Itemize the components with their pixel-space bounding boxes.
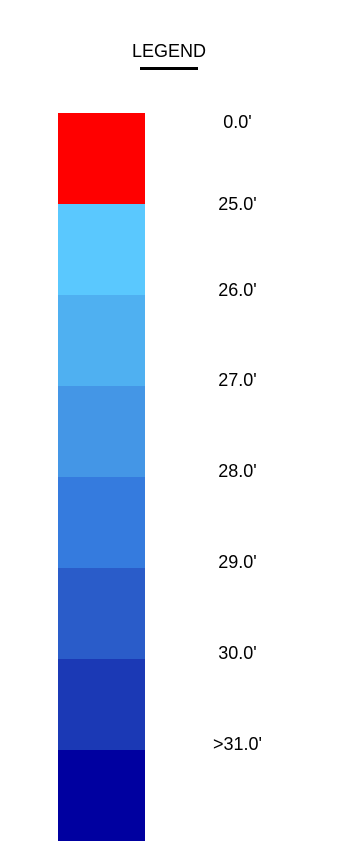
legend-swatch-31plus xyxy=(58,750,145,841)
legend-swatch-25 xyxy=(58,204,145,295)
legend-swatch-27 xyxy=(58,386,145,477)
legend-swatch-29 xyxy=(58,568,145,659)
legend-label-25: 25.0' xyxy=(218,194,257,214)
legend-swatch-26 xyxy=(58,295,145,386)
legend-title-underline xyxy=(139,67,199,70)
legend-swatch-0 xyxy=(58,113,145,204)
legend-label-30: 30.0' xyxy=(218,643,257,663)
legend-label-27: 27.0' xyxy=(218,370,257,390)
legend-label-26: 26.0' xyxy=(218,280,257,300)
legend-label-28: 28.0' xyxy=(218,461,257,481)
legend-swatches xyxy=(58,113,145,841)
legend-label-0: 0.0' xyxy=(223,112,252,132)
legend-title-text: LEGEND xyxy=(131,41,207,61)
legend-label-29: 29.0' xyxy=(218,552,257,572)
legend-swatch-28 xyxy=(58,477,145,568)
legend-swatch-30 xyxy=(58,659,145,750)
legend-label-31plus: >31.0' xyxy=(213,734,262,754)
legend-title: LEGEND xyxy=(0,40,338,70)
